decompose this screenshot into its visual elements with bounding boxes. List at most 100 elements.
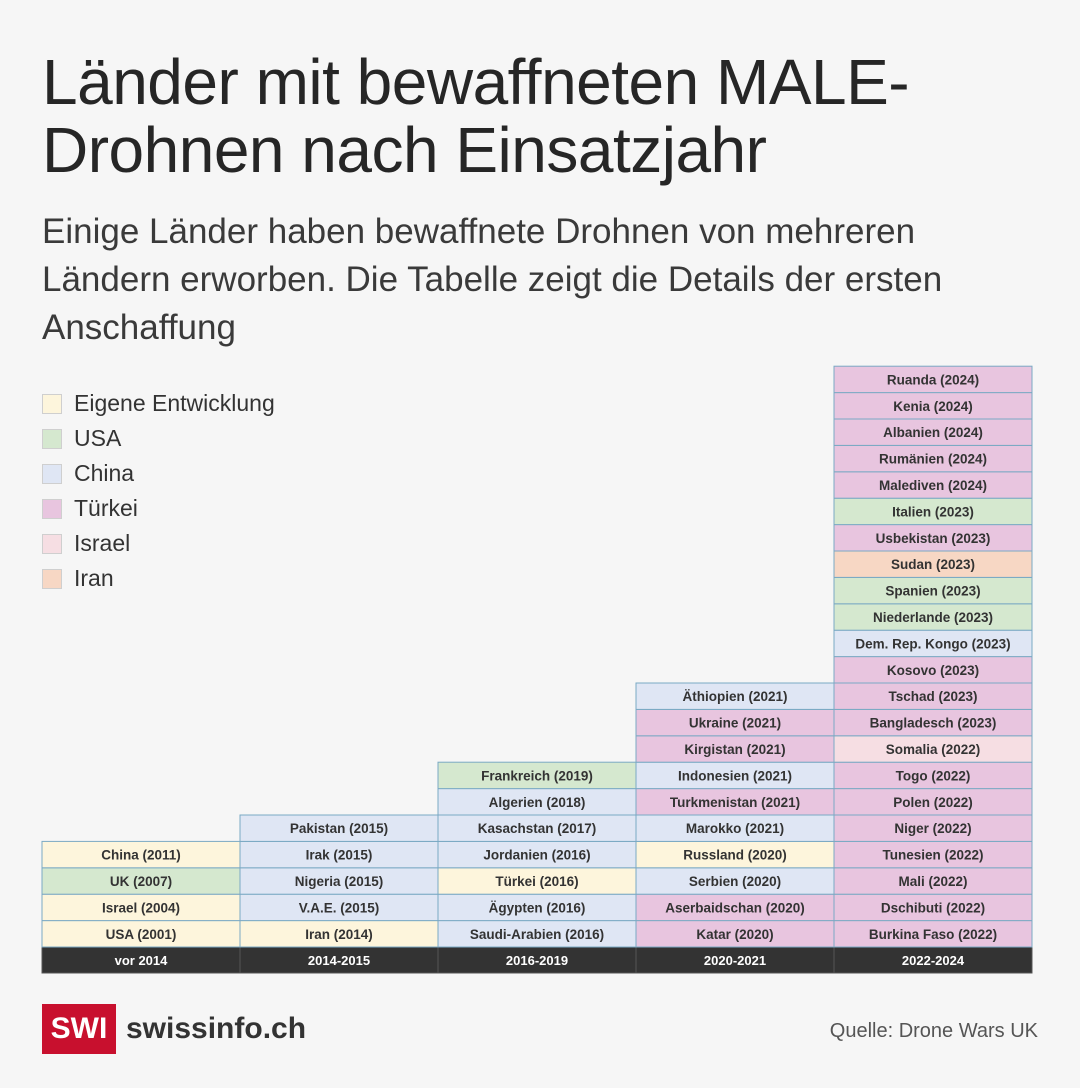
country-label-israel-2004: Israel (2004) (102, 900, 180, 915)
country-cell-iran-2014 (239, 920, 439, 948)
country-cell-burkina-faso-2022 (833, 920, 1033, 948)
legend-label-turkey: Türkei (74, 495, 138, 521)
country-label-turkei-2016: Türkei (2016) (495, 874, 578, 889)
country-cell-turkei-2016 (437, 867, 637, 895)
period-header-vor-2014 (41, 946, 241, 974)
country-cell-nigeria-2015 (239, 867, 439, 895)
legend-item-usa: USA (42, 421, 275, 456)
swi-logo-name: swissinfo.ch (126, 1012, 307, 1045)
country-label-kirgistan-2021: Kirgistan (2021) (684, 742, 785, 757)
country-cell-ruanda-2024 (833, 365, 1033, 394)
period-header-2020-2021 (635, 946, 835, 974)
country-label-kosovo-2023: Kosovo (2023) (887, 663, 979, 678)
period-label-vor-2014: vor 2014 (115, 953, 169, 968)
period-header-2014-2015 (239, 946, 439, 974)
country-label-bangladesch-2023: Bangladesch (2023) (870, 716, 997, 731)
country-label-agypten-2016: Ägypten (2016) (489, 900, 586, 915)
period-label-2014-2015: 2014-2015 (308, 953, 370, 968)
country-label-sudan-2023: Sudan (2023) (891, 557, 975, 572)
country-label-uk-2007: UK (2007) (110, 874, 172, 889)
country-label-mali-2022: Mali (2022) (898, 874, 967, 889)
country-label-nigeria-2015: Nigeria (2015) (295, 874, 384, 889)
legend: Eigene Entwicklung USA China Türkei Isra… (42, 386, 275, 596)
country-cell-algerien-2018 (437, 788, 637, 816)
country-cell-dschibuti-2022 (833, 893, 1033, 922)
country-cell-spanien-2023 (833, 576, 1033, 605)
country-label-athiopien-2021: Äthiopien (2021) (682, 689, 787, 704)
country-label-spanien-2023: Spanien (2023) (885, 584, 980, 599)
period-label-2020-2021: 2020-2021 (704, 953, 766, 968)
legend-swatch-israel (42, 533, 62, 554)
country-label-usa-2001: USA (2001) (106, 927, 177, 942)
swissinfo-logo[interactable]: SWI swissinfo.ch (42, 1004, 306, 1054)
legend-item-israel: Israel (42, 526, 275, 561)
legend-item-iran: Iran (42, 561, 275, 596)
legend-swatch-china (42, 463, 62, 484)
country-cell-kirgistan-2021 (635, 735, 835, 763)
country-label-niger-2022: Niger (2022) (894, 821, 971, 836)
legend-label-usa: USA (74, 425, 122, 451)
country-label-serbien-2020: Serbien (2020) (689, 874, 781, 889)
country-label-aserbaidschan-2020: Aserbaidschan (2020) (665, 900, 805, 915)
country-cell-dem-rep-kongo-2023 (833, 629, 1033, 658)
swi-logo-mark: SWI (42, 1004, 116, 1054)
country-cell-usa-2001 (41, 920, 241, 948)
country-label-rumanien-2024: Rumänien (2024) (879, 452, 987, 467)
legend-label-iran: Iran (74, 565, 114, 591)
legend-swatch-own (42, 393, 62, 414)
country-label-kenia-2024: Kenia (2024) (893, 399, 973, 414)
country-cell-uk-2007 (41, 867, 241, 895)
country-label-jordanien-2016: Jordanien (2016) (483, 848, 590, 863)
country-cell-katar-2020 (635, 920, 835, 948)
country-cell-usbekistan-2023 (833, 524, 1033, 552)
country-cell-albanien-2024 (833, 418, 1033, 446)
country-cell-bangladesch-2023 (833, 708, 1033, 737)
country-label-turkmenistan-2021: Turkmenistan (2021) (670, 795, 800, 810)
country-label-pakistan-2015: Pakistan (2015) (290, 821, 388, 836)
country-label-italien-2023: Italien (2023) (892, 504, 974, 519)
country-label-tunesien-2022: Tunesien (2022) (882, 848, 983, 863)
country-label-china-2011: China (2011) (101, 848, 181, 863)
country-cell-v-a-e-2015 (239, 893, 439, 922)
country-label-tschad-2023: Tschad (2023) (888, 689, 977, 704)
legend-item-turkey: Türkei (42, 491, 275, 526)
country-cell-tschad-2023 (833, 682, 1033, 710)
country-cell-italien-2023 (833, 497, 1033, 526)
chart-title: Länder mit bewaffneten MALE-Drohnen nach… (42, 46, 910, 186)
country-cell-niederlande-2023 (833, 603, 1033, 631)
period-header-2022-2024 (833, 946, 1033, 974)
country-cell-kenia-2024 (833, 392, 1033, 420)
country-cell-china-2011 (41, 840, 241, 869)
country-cell-niger-2022 (833, 814, 1033, 842)
country-label-algerien-2018: Algerien (2018) (489, 795, 586, 810)
chart-subtitle: Einige Länder haben bewaffnete Drohnen v… (42, 212, 943, 347)
country-label-indonesien-2021: Indonesien (2021) (678, 768, 792, 783)
country-cell-mali-2022 (833, 867, 1033, 895)
country-label-togo-2022: Togo (2022) (896, 768, 971, 783)
country-label-niederlande-2023: Niederlande (2023) (873, 610, 993, 625)
country-label-saudi-arabien-2016: Saudi-Arabien (2016) (470, 927, 604, 942)
country-label-russland-2020: Russland (2020) (683, 848, 787, 863)
country-label-ukraine-2021: Ukraine (2021) (689, 716, 781, 731)
country-cell-togo-2022 (833, 761, 1033, 790)
legend-swatch-turkey (42, 498, 62, 519)
period-label-2016-2019: 2016-2019 (506, 953, 568, 968)
period-label-2022-2024: 2022-2024 (902, 953, 965, 968)
legend-label-own: Eigene Entwicklung (74, 390, 275, 416)
country-label-katar-2020: Katar (2020) (696, 927, 773, 942)
legend-label-china: China (74, 460, 135, 486)
country-cell-serbien-2020 (635, 867, 835, 895)
country-label-kasachstan-2017: Kasachstan (2017) (478, 821, 597, 836)
country-label-marokko-2021: Marokko (2021) (686, 821, 784, 836)
period-header-2016-2019 (437, 946, 637, 974)
country-cell-indonesien-2021 (635, 761, 835, 790)
country-cell-somalia-2022 (833, 735, 1033, 763)
country-label-irak-2015: Irak (2015) (306, 848, 373, 863)
country-label-v-a-e-2015: V.A.E. (2015) (299, 900, 380, 915)
legend-label-israel: Israel (74, 530, 131, 556)
country-cell-polen-2022 (833, 788, 1033, 816)
legend-swatch-iran (42, 568, 62, 589)
country-label-burkina-faso-2022: Burkina Faso (2022) (869, 927, 997, 942)
country-cell-kasachstan-2017 (437, 814, 637, 842)
